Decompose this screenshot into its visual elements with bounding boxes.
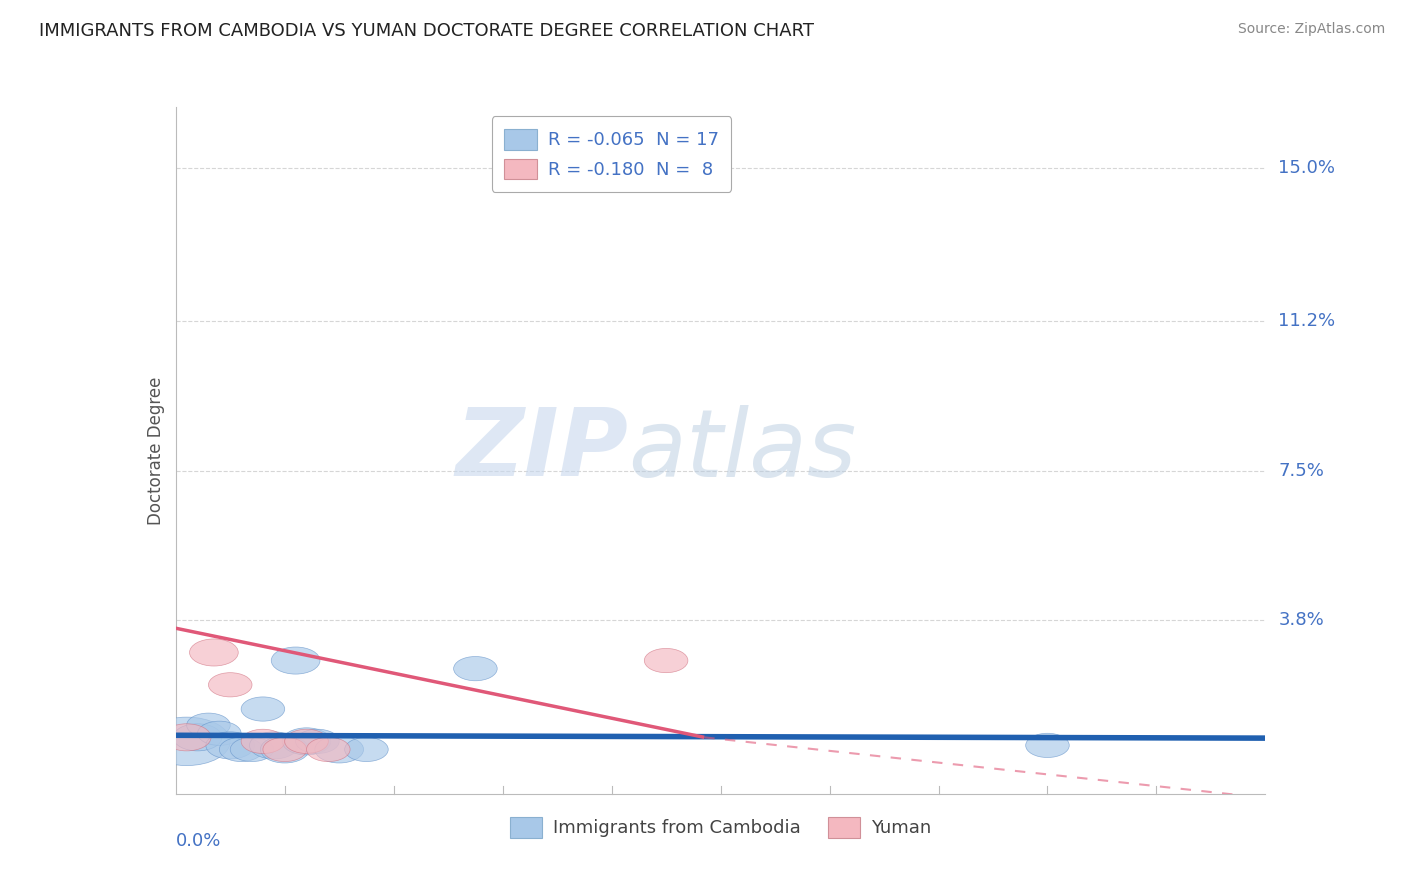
Ellipse shape [242, 730, 285, 754]
Ellipse shape [143, 717, 231, 765]
Text: 15.0%: 15.0% [1278, 159, 1336, 177]
Ellipse shape [173, 723, 222, 751]
Ellipse shape [454, 657, 498, 681]
Ellipse shape [187, 713, 231, 738]
Ellipse shape [190, 639, 238, 666]
Ellipse shape [249, 731, 298, 759]
Ellipse shape [205, 731, 254, 759]
Text: 7.5%: 7.5% [1278, 462, 1324, 480]
Ellipse shape [263, 738, 307, 762]
Text: Source: ZipAtlas.com: Source: ZipAtlas.com [1237, 22, 1385, 37]
Ellipse shape [307, 738, 350, 762]
Ellipse shape [197, 721, 242, 746]
Ellipse shape [242, 697, 285, 721]
Text: 3.8%: 3.8% [1278, 611, 1324, 629]
Ellipse shape [231, 738, 274, 762]
Ellipse shape [344, 738, 388, 762]
Ellipse shape [219, 738, 263, 762]
Text: 0.0%: 0.0% [176, 831, 221, 850]
Ellipse shape [295, 730, 339, 754]
Text: ZIP: ZIP [456, 404, 628, 497]
Text: atlas: atlas [628, 405, 856, 496]
Ellipse shape [162, 723, 211, 751]
Text: 11.2%: 11.2% [1278, 312, 1336, 330]
Ellipse shape [315, 736, 364, 763]
Y-axis label: Doctorate Degree: Doctorate Degree [146, 376, 165, 524]
Ellipse shape [1026, 733, 1069, 757]
Ellipse shape [283, 728, 330, 755]
Ellipse shape [271, 647, 321, 674]
Ellipse shape [285, 730, 329, 754]
Text: IMMIGRANTS FROM CAMBODIA VS YUMAN DOCTORATE DEGREE CORRELATION CHART: IMMIGRANTS FROM CAMBODIA VS YUMAN DOCTOR… [39, 22, 814, 40]
Legend: Immigrants from Cambodia, Yuman: Immigrants from Cambodia, Yuman [501, 808, 941, 847]
Ellipse shape [644, 648, 688, 673]
Ellipse shape [260, 736, 309, 763]
Ellipse shape [208, 673, 252, 697]
